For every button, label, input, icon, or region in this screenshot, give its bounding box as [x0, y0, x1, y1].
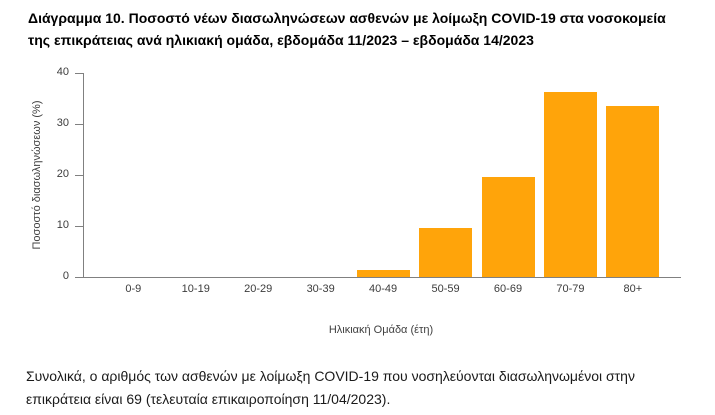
x-tick-label: 30-39	[306, 283, 335, 295]
summary-note: Συνολικά, ο αριθμός των ασθενών με λοίμω…	[26, 365, 635, 411]
bar-50-59	[419, 227, 473, 277]
x-tick-label: 10-19	[181, 283, 210, 295]
chart-caption: Διάγραμμα 10. Ποσοστό νέων διασωληνώσεων…	[28, 7, 666, 51]
note-line-1: Συνολικά, ο αριθμός των ασθενών με λοίμω…	[26, 368, 635, 384]
bar-70-79	[543, 91, 597, 277]
y-tick-label: 10	[56, 219, 69, 231]
x-axis-title: Ηλικιακή Ομάδα (έτη)	[328, 324, 434, 336]
x-tick-label: 50-59	[431, 283, 460, 295]
x-tick-label: 80+	[623, 283, 643, 295]
y-axis-line	[83, 73, 84, 277]
note-line-2: επικράτεια είναι 69 (τελευταία επικαιροπ…	[26, 391, 391, 407]
x-tick-label: 40-49	[369, 283, 398, 295]
y-tick-mark	[75, 123, 83, 125]
bar-60-69	[481, 177, 535, 277]
bar-80+	[606, 105, 660, 277]
y-tick-mark	[75, 174, 83, 176]
caption-line-1: Διάγραμμα 10. Ποσοστό νέων διασωληνώσεων…	[28, 10, 666, 26]
y-tick-mark	[75, 72, 83, 74]
x-tick-label: 0-9	[125, 283, 142, 295]
y-tick-label: 20	[56, 168, 69, 180]
bar-40-49	[356, 269, 410, 277]
x-tick-label: 60-69	[493, 283, 523, 295]
x-tick-label: 20-29	[244, 283, 273, 295]
y-tick-mark	[75, 276, 83, 278]
y-tick-label: 30	[56, 117, 69, 129]
caption-line-2: της επικράτειας ανά ηλικιακή ομάδα, εβδο…	[28, 32, 534, 48]
y-tick-label: 40	[56, 66, 69, 78]
bar-chart: Ποσοστό διασωληνώσεων (%) 0 10 20 30 40 0-9 1…	[31, 66, 681, 336]
x-tick-label: 70-79	[556, 283, 585, 295]
y-tick-mark	[75, 225, 83, 227]
y-tick-label: 0	[62, 270, 69, 282]
x-axis-line	[83, 277, 681, 278]
